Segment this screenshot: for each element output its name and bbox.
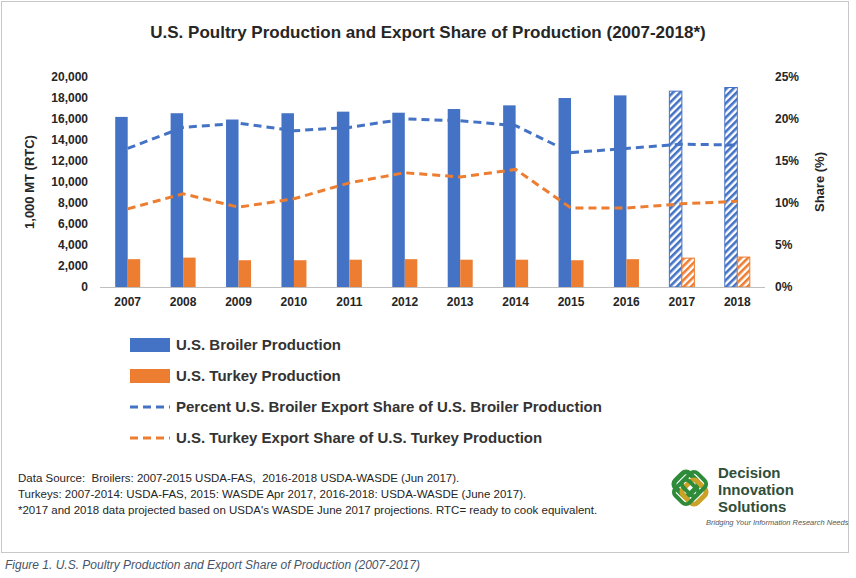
legend-swatch (130, 338, 170, 352)
y-tick-label: 6,000 (58, 217, 88, 231)
chart-title: U.S. Poultry Production and Export Share… (150, 23, 705, 42)
logo-text: Solutions (718, 498, 786, 515)
y-tick (98, 182, 100, 183)
y2-tick-label: 5% (775, 238, 793, 252)
y2-tick (765, 245, 767, 246)
y2-tick-label: 10% (775, 196, 799, 210)
y2-tick-label: 25% (775, 70, 799, 84)
bar (516, 260, 529, 287)
legend-swatch (130, 437, 170, 440)
legend-label: Percent U.S. Broiler Export Share of U.S… (176, 398, 602, 415)
y2-tick-label: 15% (775, 154, 799, 168)
plot-area (115, 88, 750, 288)
bar (294, 260, 307, 287)
x-tick-label: 2011 (336, 295, 362, 309)
bar (669, 91, 682, 287)
bar (559, 98, 572, 287)
y-tick-label: 16,000 (51, 112, 88, 126)
line-series (128, 169, 738, 208)
y-tick (98, 98, 100, 99)
y-tick-label: 20,000 (51, 70, 88, 84)
bar (115, 117, 128, 287)
chart-root: U.S. Poultry Production and Export Share… (0, 0, 856, 578)
bar (183, 258, 196, 287)
y2-tick-label: 0% (775, 280, 793, 294)
y2-tick (765, 287, 767, 288)
y-tick-label: 8,000 (58, 196, 88, 210)
legend-swatch (130, 369, 170, 383)
x-tick-label: 2008 (170, 295, 197, 309)
y-tick (98, 140, 100, 141)
y-tick-label: 18,000 (51, 91, 88, 105)
y-tick (98, 203, 100, 204)
bar (682, 258, 695, 287)
legend-label: U.S. Turkey Export Share of U.S. Turkey … (176, 429, 542, 446)
logo-text: Decision (718, 464, 781, 481)
bar (405, 259, 418, 287)
bar (460, 260, 473, 287)
x-tick-label: 2009 (225, 295, 252, 309)
y-tick (98, 224, 100, 225)
legend: U.S. Broiler Production U.S. Turkey Produ… (130, 336, 602, 446)
x-tick-label: 2016 (613, 295, 640, 309)
bar (392, 113, 405, 287)
y2-tick (765, 119, 767, 120)
x-axis-line (100, 287, 765, 288)
x-tick-label: 2010 (281, 295, 308, 309)
chart-frame (2, 2, 849, 553)
y2-tick (765, 161, 767, 162)
bar (349, 260, 362, 287)
figure-caption: Figure 1. U.S. Poultry Production and Ex… (5, 558, 420, 572)
y-tick (98, 287, 100, 288)
y2-tick (765, 203, 767, 204)
bar (226, 120, 239, 287)
y-tick (98, 77, 100, 78)
y2-tick (765, 77, 767, 78)
x-tick-label: 2007 (114, 295, 141, 309)
legend-label: U.S. Broiler Production (176, 336, 341, 353)
bar (571, 260, 584, 287)
logo-shape (680, 470, 708, 498)
y-tick-label: 4,000 (58, 238, 88, 252)
line-series (128, 119, 738, 153)
bar (725, 88, 738, 288)
x-tick-label: 2014 (502, 295, 529, 309)
source-note: Turkeys: 2007-2014: USDA-FAS, 2015: WASD… (18, 488, 526, 500)
bar (503, 105, 516, 287)
y-tick (98, 245, 100, 246)
y-axis-label: 1,000 MT (RTC) (22, 135, 37, 229)
x-tick-label: 2012 (391, 295, 418, 309)
legend-label: U.S. Turkey Production (176, 367, 341, 384)
bar (128, 259, 141, 287)
legend-swatch (130, 406, 170, 409)
bar (448, 109, 461, 287)
source-note: *2017 and 2018 data projected based on U… (18, 504, 597, 516)
y2-tick-label: 20% (775, 112, 799, 126)
x-tick-label: 2017 (669, 295, 696, 309)
bar (239, 260, 252, 287)
logo: DecisionInnovationSolutions Bridging Your… (672, 464, 849, 527)
y-tick-label: 12,000 (51, 154, 88, 168)
y-tick-label: 0 (81, 280, 88, 294)
x-tick-label: 2013 (447, 295, 474, 309)
bar (171, 113, 184, 287)
y-tick (98, 161, 100, 162)
y-tick-label: 10,000 (51, 175, 88, 189)
bar (614, 95, 627, 287)
y-tick (98, 119, 100, 120)
bar (737, 257, 750, 287)
logo-text: Innovation (718, 481, 794, 498)
y-tick (98, 266, 100, 267)
x-tick-label: 2018 (724, 295, 751, 309)
source-note: Data Source: Broilers: 2007-2015 USDA-FA… (18, 472, 459, 484)
y2-axis-label: Share (%) (812, 152, 827, 212)
bar (626, 259, 639, 287)
y-tick-label: 2,000 (58, 259, 88, 273)
x-tick-label: 2015 (558, 295, 585, 309)
logo-tagline: Bridging Your Information Research Needs (706, 518, 849, 527)
y-tick-label: 14,000 (51, 133, 88, 147)
bar (337, 112, 350, 287)
